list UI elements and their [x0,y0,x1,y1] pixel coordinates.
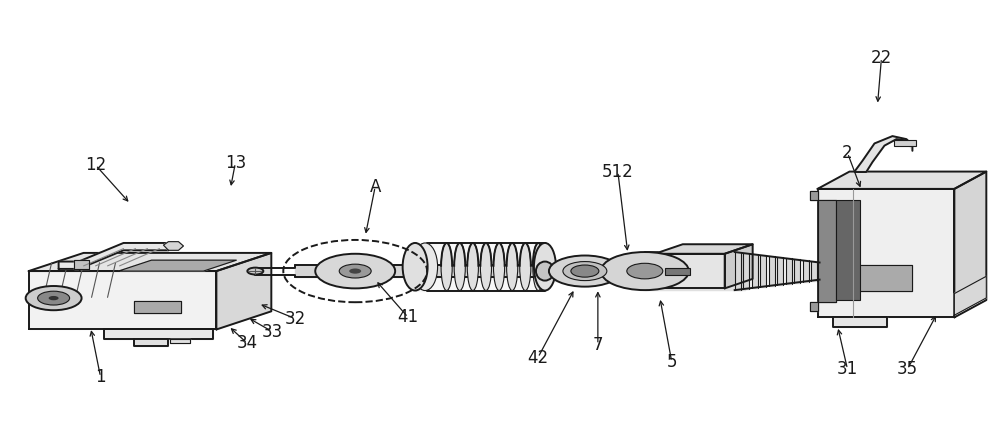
Circle shape [349,269,361,274]
Polygon shape [818,189,954,317]
Circle shape [315,254,395,288]
Text: 512: 512 [602,163,634,181]
Polygon shape [810,191,818,200]
Bar [894,140,916,147]
Bar [665,268,690,275]
Text: 2: 2 [842,144,853,162]
Circle shape [627,263,663,279]
Circle shape [571,265,599,277]
Polygon shape [833,317,887,327]
Polygon shape [134,339,168,346]
Text: 31: 31 [837,360,858,378]
Text: 34: 34 [237,334,258,352]
Polygon shape [655,244,753,254]
Ellipse shape [534,243,556,290]
Text: 13: 13 [225,154,246,172]
Ellipse shape [467,243,478,290]
Polygon shape [170,339,190,343]
Ellipse shape [441,243,452,290]
Text: 12: 12 [85,156,106,174]
Polygon shape [725,244,753,288]
Circle shape [49,296,59,300]
Bar [836,200,860,300]
Ellipse shape [536,262,554,281]
Polygon shape [954,276,986,315]
Text: 32: 32 [285,310,306,328]
Circle shape [601,252,689,290]
Circle shape [339,264,371,278]
Text: 35: 35 [897,360,918,378]
Ellipse shape [454,243,465,290]
Polygon shape [855,136,912,171]
Ellipse shape [507,243,518,290]
Polygon shape [818,200,836,302]
Ellipse shape [533,243,544,290]
Polygon shape [818,171,986,189]
Polygon shape [74,260,89,269]
Circle shape [38,291,70,305]
Text: 5: 5 [667,353,677,371]
Ellipse shape [247,268,263,275]
Ellipse shape [413,243,438,290]
Polygon shape [858,266,912,291]
Text: 41: 41 [398,309,419,326]
Text: 42: 42 [527,349,549,367]
Ellipse shape [520,243,531,290]
Ellipse shape [403,243,428,290]
Polygon shape [29,253,271,271]
Polygon shape [59,243,173,269]
Polygon shape [119,260,236,271]
Text: 22: 22 [871,49,892,67]
Polygon shape [216,253,271,329]
Text: A: A [369,178,381,196]
Circle shape [549,256,621,286]
Polygon shape [134,301,181,313]
Circle shape [563,262,607,281]
Polygon shape [104,329,213,339]
Text: 7: 7 [593,335,603,354]
Ellipse shape [493,243,505,290]
Polygon shape [29,271,216,329]
Polygon shape [655,254,725,288]
Text: 1: 1 [95,368,106,386]
Polygon shape [810,302,818,311]
Polygon shape [954,171,986,317]
Circle shape [26,286,82,310]
Text: 33: 33 [262,322,283,341]
Polygon shape [163,242,183,250]
Ellipse shape [480,243,492,290]
